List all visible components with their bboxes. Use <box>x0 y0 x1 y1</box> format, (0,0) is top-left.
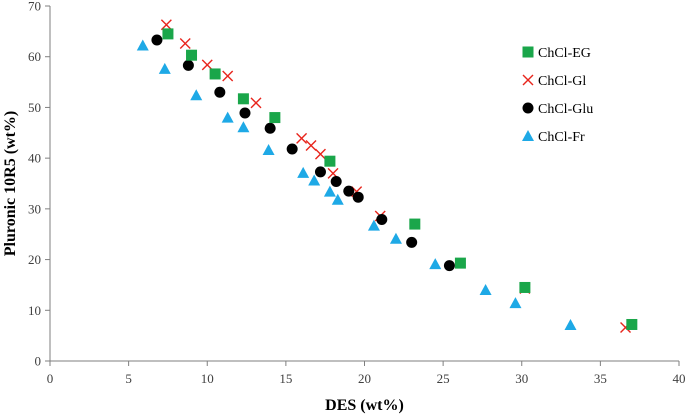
data-point-triangle <box>262 144 275 156</box>
series-chcl-gl <box>160 19 632 334</box>
y-tick-label: 20 <box>28 252 41 267</box>
legend-item: ChCl-Fr <box>522 130 585 145</box>
legend-label: ChCl-EG <box>538 46 591 61</box>
x-tick-label: 30 <box>515 371 528 386</box>
data-point-circle <box>214 86 226 98</box>
data-point-x <box>250 97 262 109</box>
y-axis-title: Pluronic 10R5 (wt%) <box>2 111 19 256</box>
data-point-x <box>305 139 317 151</box>
series-chcl-glu <box>151 34 455 272</box>
data-point-square <box>237 93 249 105</box>
data-point-triangle <box>479 284 492 295</box>
legend-item: ChCl-EG <box>522 46 591 61</box>
data-point-x <box>296 132 308 144</box>
data-point-x <box>314 148 326 160</box>
legend-marker-circle <box>522 102 534 114</box>
data-point-triangle <box>237 121 250 133</box>
y-tick-label: 40 <box>28 151 41 166</box>
data-point-circle <box>343 185 355 197</box>
legend-marker-x <box>522 74 534 86</box>
x-tick-label: 20 <box>358 371 371 386</box>
data-point-triangle <box>221 111 234 123</box>
legend-label: ChCl-Gl <box>538 74 586 89</box>
series-chcl-eg <box>162 28 638 330</box>
x-tick-label: 15 <box>279 371 292 386</box>
x-tick-label: 5 <box>125 371 132 386</box>
data-point-square <box>209 68 221 80</box>
data-point-circle <box>182 59 194 71</box>
x-stroke <box>296 132 308 144</box>
legend-label: ChCl-Glu <box>538 102 593 117</box>
data-point-triangle <box>509 297 522 309</box>
data-point-x <box>179 38 191 50</box>
data-point-triangle <box>323 185 336 197</box>
y-tick-label: 60 <box>28 49 41 64</box>
data-point-circle <box>376 214 388 226</box>
x-stroke <box>179 38 191 50</box>
data-point-circle <box>406 236 418 248</box>
data-point-triangle <box>158 62 171 74</box>
x-stroke <box>160 19 172 31</box>
x-axis-title: DES (wt%) <box>325 397 404 414</box>
x-tick-label: 0 <box>47 371 54 386</box>
data-point-square <box>519 281 531 293</box>
legend-item: ChCl-Glu <box>522 102 593 117</box>
axes: 0 5 10 15 20 25 30 35 40 0 10 20 30 40 50 60 70 <box>28 0 685 386</box>
data-point-square <box>454 257 466 269</box>
x-stroke <box>201 59 213 71</box>
x-stroke <box>305 139 317 151</box>
data-point-circle <box>314 166 326 178</box>
data-point-triangle <box>564 318 577 330</box>
y-tick-label: 30 <box>28 201 41 216</box>
y-tick-label: 50 <box>28 100 41 115</box>
data-point-triangle <box>297 166 310 178</box>
y-tick-label: 10 <box>28 303 41 318</box>
data-point-triangle <box>331 193 344 205</box>
y-tick-label: 0 <box>35 354 42 369</box>
data-point-square <box>324 155 336 167</box>
data-point-square <box>162 28 174 40</box>
data-point-triangle <box>429 258 442 270</box>
data-point-triangle <box>389 232 402 244</box>
x-stroke <box>250 97 262 109</box>
data-point-triangle <box>190 89 203 101</box>
x-stroke <box>522 74 534 86</box>
x-stroke <box>314 148 326 160</box>
y-tick-label: 70 <box>28 0 41 14</box>
data-point-circle <box>286 143 298 155</box>
data-point-x <box>222 70 234 82</box>
data-point-triangle <box>367 219 380 231</box>
legend-marker-triangle <box>522 130 534 141</box>
x-stroke <box>222 70 234 82</box>
data-point-square <box>626 318 638 330</box>
legend: ChCl-EG ChCl-Gl ChCl-Glu ChCl-Fr <box>522 46 593 145</box>
data-point-triangle <box>308 174 321 186</box>
data-point-circle <box>330 175 342 187</box>
plot-area <box>136 19 638 334</box>
data-point-square <box>409 218 421 230</box>
data-point-circle <box>264 122 276 134</box>
x-stroke <box>327 167 339 179</box>
legend-label: ChCl-Fr <box>538 130 585 145</box>
data-point-circle <box>151 34 163 46</box>
data-point-x <box>160 19 172 31</box>
data-point-square <box>186 49 198 61</box>
data-point-x <box>201 59 213 71</box>
x-tick-label: 25 <box>437 371 450 386</box>
data-point-triangle <box>136 39 149 51</box>
x-tick-label: 40 <box>673 371 685 386</box>
data-point-circle <box>239 107 251 119</box>
legend-item: ChCl-Gl <box>522 74 586 89</box>
data-point-square <box>269 112 281 124</box>
legend-marker-square <box>522 46 534 58</box>
data-point-circle <box>443 260 455 272</box>
series-chcl-fr <box>136 39 577 330</box>
x-tick-label: 35 <box>594 371 607 386</box>
data-point-circle <box>352 191 364 203</box>
x-tick-label: 10 <box>201 371 214 386</box>
